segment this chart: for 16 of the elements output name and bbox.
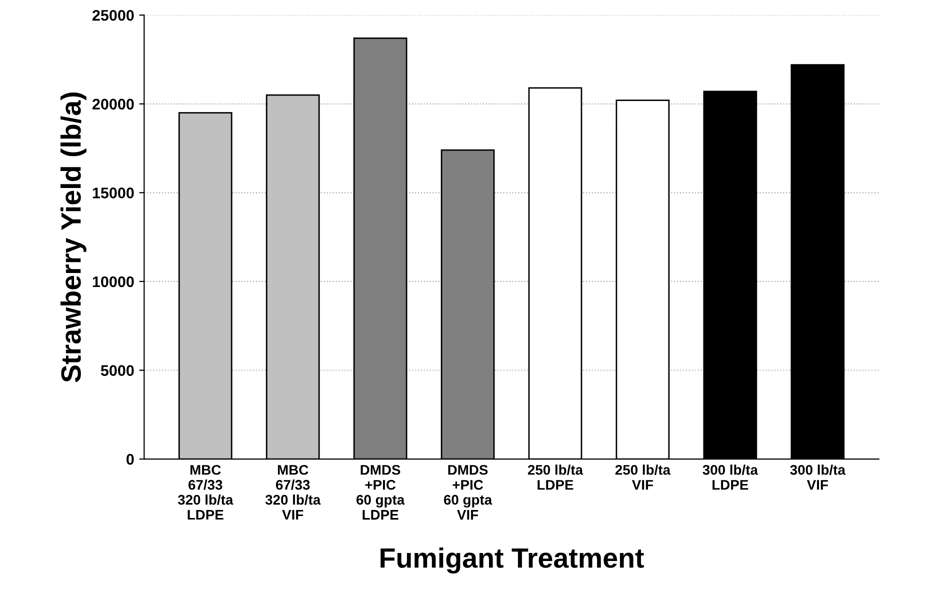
y-tick-label: 0	[126, 454, 134, 465]
y-tick-label: 15000	[92, 188, 134, 198]
x-tick-label: 250 lb/ta VIF	[615, 464, 671, 490]
y-tick-label: 25000	[92, 10, 134, 21]
x-axis-title: Fumigant Treatment	[380, 547, 644, 574]
x-tick-label: DMDS +PIC 60 gpta VIF	[444, 464, 492, 520]
y-tick-label: 20000	[92, 98, 134, 110]
x-tick-label: MBC 67/33 320 lb/ta VIF	[265, 464, 321, 520]
x-tick-label: 300 lb/ta VIF	[790, 464, 846, 490]
x-tick-label: 300 lb/ta LDPE	[702, 464, 758, 490]
y-axis-title: Strawberry Yield (lb/a)	[60, 92, 86, 382]
x-tick-label: DMDS +PIC 60 gpta LDPE	[356, 464, 405, 520]
x-tick-label: MBC 67/33 320 lb/ta LDPE	[178, 464, 234, 520]
x-tick-label: 250 lb/ta LDPE	[528, 464, 584, 490]
y-tick-label: 10000	[92, 276, 134, 288]
y-tick-label: 5000	[100, 365, 134, 376]
